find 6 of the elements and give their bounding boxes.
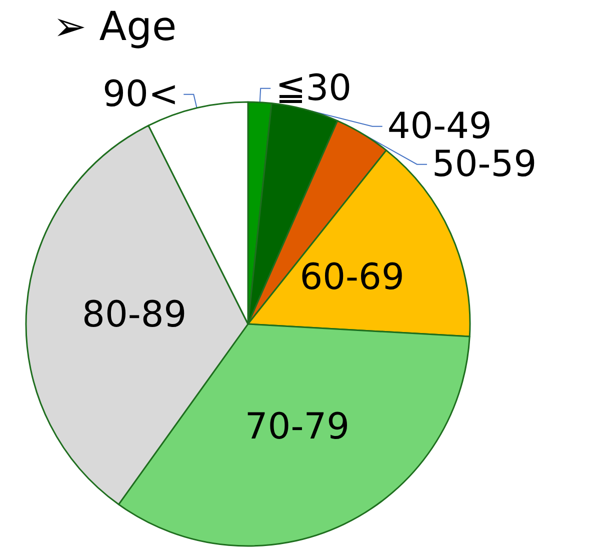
slice-label: 60-69 (300, 256, 404, 298)
slice-label: 70-79 (244, 406, 350, 448)
slice-label: 90< (102, 74, 179, 115)
slice-label: ≦30 (276, 68, 352, 109)
chart-title: ➢ Age (53, 4, 177, 50)
slice-label: 80-89 (82, 294, 187, 336)
